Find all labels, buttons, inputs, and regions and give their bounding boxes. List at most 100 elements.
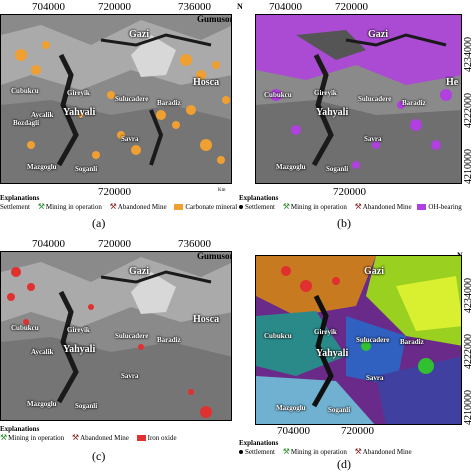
caption-c: (c): [92, 449, 106, 463]
map-composite: Gazi Yahyali Gireyik Cubukcu Sulucadere …: [255, 255, 462, 425]
legend-carbonate: Carbonate minerals: [185, 202, 237, 211]
abandoned-mine-icon: ⚒: [109, 202, 117, 211]
label-aycalik: Aycalik: [31, 111, 54, 119]
panel-c: 704000 720000 736000 Gazi Gumusoren Hosc…: [0, 237, 237, 474]
x-tick-736000-c: 736000: [178, 238, 211, 250]
label-cubukcu-c: Cubukcu: [11, 324, 39, 332]
km-label: Km: [218, 188, 226, 193]
label-gireyik: Gireyik: [67, 89, 90, 97]
legend-title-b: Explanations: [239, 194, 279, 202]
label-sulucadere-c: Sulucadere: [115, 332, 149, 340]
x-tick-704000-c: 704000: [32, 238, 65, 250]
label-yahyali-c: Yahyali: [63, 344, 96, 355]
legend-abandoned-b: Abandoned Mine: [362, 202, 412, 211]
panel-d: N Gazi Yahyali Gireyik Cubukcu Sulucader…: [237, 237, 474, 474]
label-soganli-d: Soganli: [328, 406, 351, 414]
y-tick-4210000: 4210000: [463, 149, 474, 184]
legend-c: Explanations ⚒Mining in operation ⚒Aband…: [0, 425, 177, 442]
mining-icon-b: ⚒: [282, 202, 290, 211]
legend-mining-d: Mining in operation: [290, 447, 347, 456]
label-gazi-d: Gazi: [364, 266, 384, 277]
label-mazgoglu-d: Mazgoglu: [276, 404, 306, 412]
caption-b: (b): [337, 216, 351, 230]
y-tick-4234000: 4234000: [463, 37, 474, 72]
label-mazgoglu-c: Mazgoglu: [27, 400, 57, 408]
mining-icon-d: ⚒: [282, 447, 290, 456]
label-gireyik-d: Gireyik: [314, 328, 337, 336]
x-tick-736000: 736000: [178, 1, 211, 13]
y-tick-4234000-d: 4234000: [463, 278, 474, 313]
label-soganli-c: Soganli: [75, 402, 98, 410]
label-savra-b: Savra: [364, 135, 382, 143]
label-gumusoren: Gumusoren: [197, 14, 231, 24]
map-ironoxide: Gazi Gumusoren Hosca Yahyali Gireyik Cub…: [0, 251, 232, 421]
label-sulucadere-b: Sulucadere: [358, 95, 392, 103]
ohbearing-swatch: [417, 203, 427, 210]
label-savra-d: Savra: [366, 374, 384, 382]
north-arrow-icon: N: [237, 2, 243, 11]
legend-abandoned: Abandoned Mine: [117, 202, 167, 211]
legend-settlement-d: Settlement: [245, 447, 275, 456]
x-tick-704000-b: 704000: [269, 1, 302, 13]
legend-a: Explanations Settlement ⚒Mining in opera…: [0, 194, 237, 211]
label-soganli-b: Soganli: [326, 165, 349, 173]
panel-a: 704000 720000 736000 Gazi Gumusoren Hosc…: [0, 0, 237, 237]
legend-mining-c: Mining in operation: [8, 433, 65, 442]
settlement-icon-d: [239, 449, 243, 454]
x-tick-720000-b: 720000: [335, 1, 368, 13]
label-sulucadere-d: Sulucadere: [356, 336, 390, 344]
label-savra: Savra: [121, 135, 139, 143]
legend-title-d: Explanations: [239, 439, 279, 447]
map-ohbearing: Gazi He Yahyali Gireyik Cubukcu Sulucade…: [255, 14, 462, 184]
label-baradiz-b: Baradiz: [402, 99, 426, 107]
label-sulucadere: Sulucadere: [115, 95, 149, 103]
label-gazi-b: Gazi: [368, 29, 388, 40]
label-gazi: Gazi: [129, 29, 149, 40]
legend-mining-b: Mining in operation: [290, 202, 347, 211]
abandoned-mine-icon-c: ⚒: [71, 433, 80, 442]
panel-b: 704000 720000 Gazi He Yahyali Gireyik Cu…: [237, 0, 474, 237]
legend-settlement: Settlement: [0, 202, 30, 211]
y-tick-4210000-d: 4210000: [463, 390, 474, 425]
carbonate-map-image: [1, 15, 231, 183]
x-tick-704000-d: 704000: [277, 425, 310, 437]
label-mazgoglu-b: Mazgoglu: [276, 163, 306, 171]
ohbearing-map-image: [256, 15, 461, 183]
legend-mining: Mining in operation: [45, 202, 102, 211]
legend-title: Explanations: [0, 194, 40, 202]
legend-d: Explanations Settlement ⚒Mining in opera…: [239, 439, 412, 456]
label-hosca-c: Hosca: [193, 314, 220, 325]
y-tick-4222000: 4222000: [463, 93, 474, 128]
map-carbonate: Gazi Gumusoren Hosca Yahyali Gireyik Cub…: [0, 14, 232, 184]
label-yahyali: Yahyali: [63, 107, 96, 118]
mining-icon: ⚒: [37, 202, 45, 211]
x-tick-720000: 720000: [98, 1, 131, 13]
settlement-icon: [239, 204, 243, 209]
abandoned-mine-icon-d: ⚒: [354, 447, 362, 456]
label-hosca: Hosca: [193, 77, 220, 88]
mining-icon-c: ⚒: [0, 433, 8, 442]
label-cubukcu-d: Cubukcu: [264, 332, 292, 340]
legend-abandoned-d: Abandoned Mine: [362, 447, 412, 456]
legend-ironoxide: Iron oxide: [147, 433, 177, 442]
label-gumusoren-c: Gumusoren: [197, 251, 231, 261]
label-cubukcu: Cubukcu: [11, 87, 39, 95]
label-gazi-c: Gazi: [129, 266, 149, 277]
x-tick-704000: 704000: [32, 1, 65, 13]
abandoned-mine-icon-b: ⚒: [354, 202, 362, 211]
label-bozdagli: Bozdagli: [13, 119, 40, 127]
label-he: He: [446, 77, 459, 88]
legend-title-c: Explanations: [0, 425, 40, 433]
caption-d: (d): [337, 457, 351, 471]
label-soganli: Soganli: [75, 165, 98, 173]
legend-ohbearing: OH-bearing: [428, 202, 462, 211]
carbonate-swatch: [174, 203, 184, 210]
x-tick-720000-bottom: 720000: [98, 186, 131, 198]
x-tick-720000-c: 720000: [98, 238, 131, 250]
label-gireyik-c: Gireyik: [67, 326, 90, 334]
y-tick-4222000-d: 4222000: [463, 334, 474, 369]
legend-abandoned-c: Abandoned Mine: [80, 433, 129, 442]
legend-settlement-b: Settlement: [245, 202, 275, 211]
composite-map-image: [256, 256, 461, 424]
label-gireyik-b: Gireyik: [314, 89, 337, 97]
